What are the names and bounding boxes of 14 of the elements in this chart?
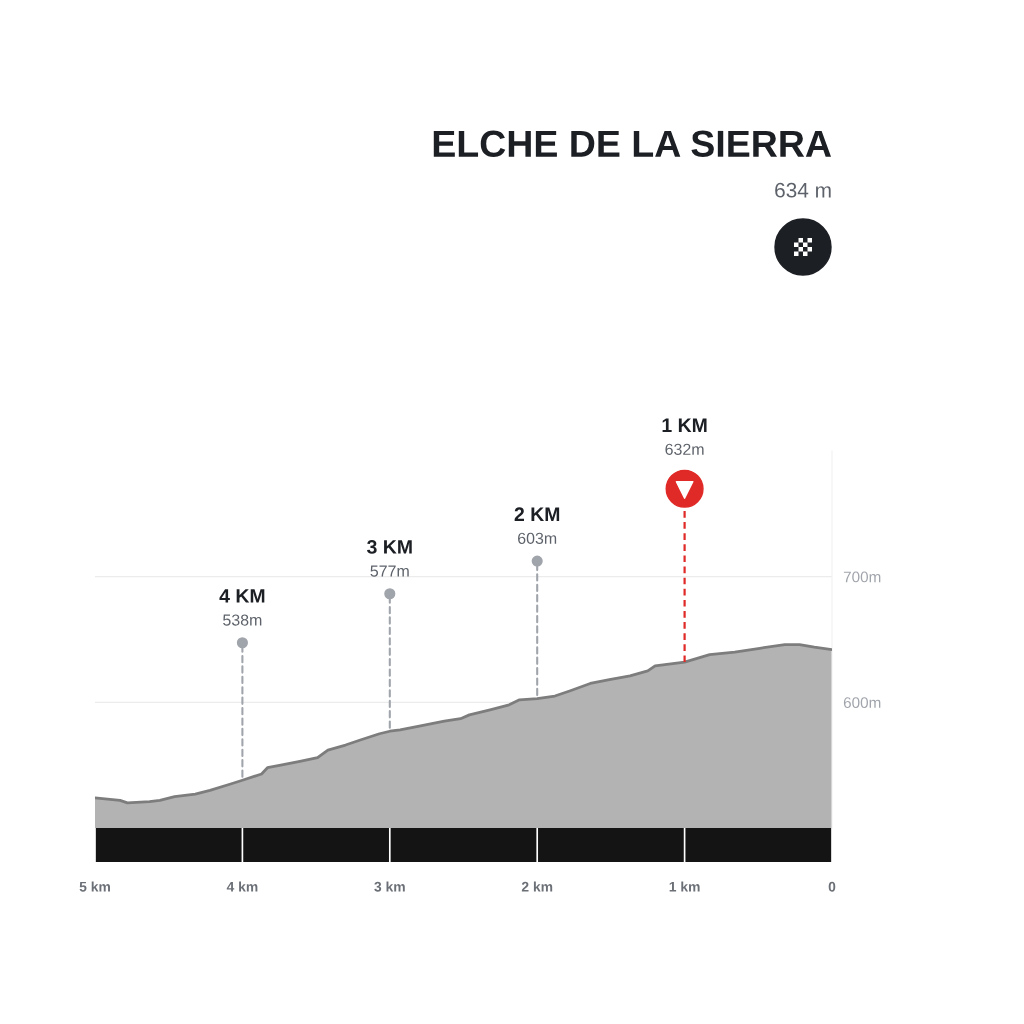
x-tick-label: 4 km (226, 881, 258, 892)
x-tick-label: 3 km (374, 881, 405, 892)
annotation: 3 KM 577m (367, 540, 412, 577)
x-tick-label: 5 km (79, 881, 110, 892)
ref-line-label: 1 KM 632m (662, 418, 707, 455)
chart-title: ELCHE DE LA SIERRA (433, 130, 832, 158)
x-tick-label: 1 km (669, 881, 700, 892)
x-tick-label: 0 (828, 881, 836, 892)
x-tick-label: 2 km (521, 881, 553, 892)
annotation: 4 KM 538m (219, 589, 265, 626)
annotation: 2 KM 603m (514, 507, 560, 545)
chart-subtitle: 634 m (775, 182, 831, 198)
y-tick-label: 600m (843, 697, 881, 709)
y-tick-label: 700m (843, 571, 881, 583)
